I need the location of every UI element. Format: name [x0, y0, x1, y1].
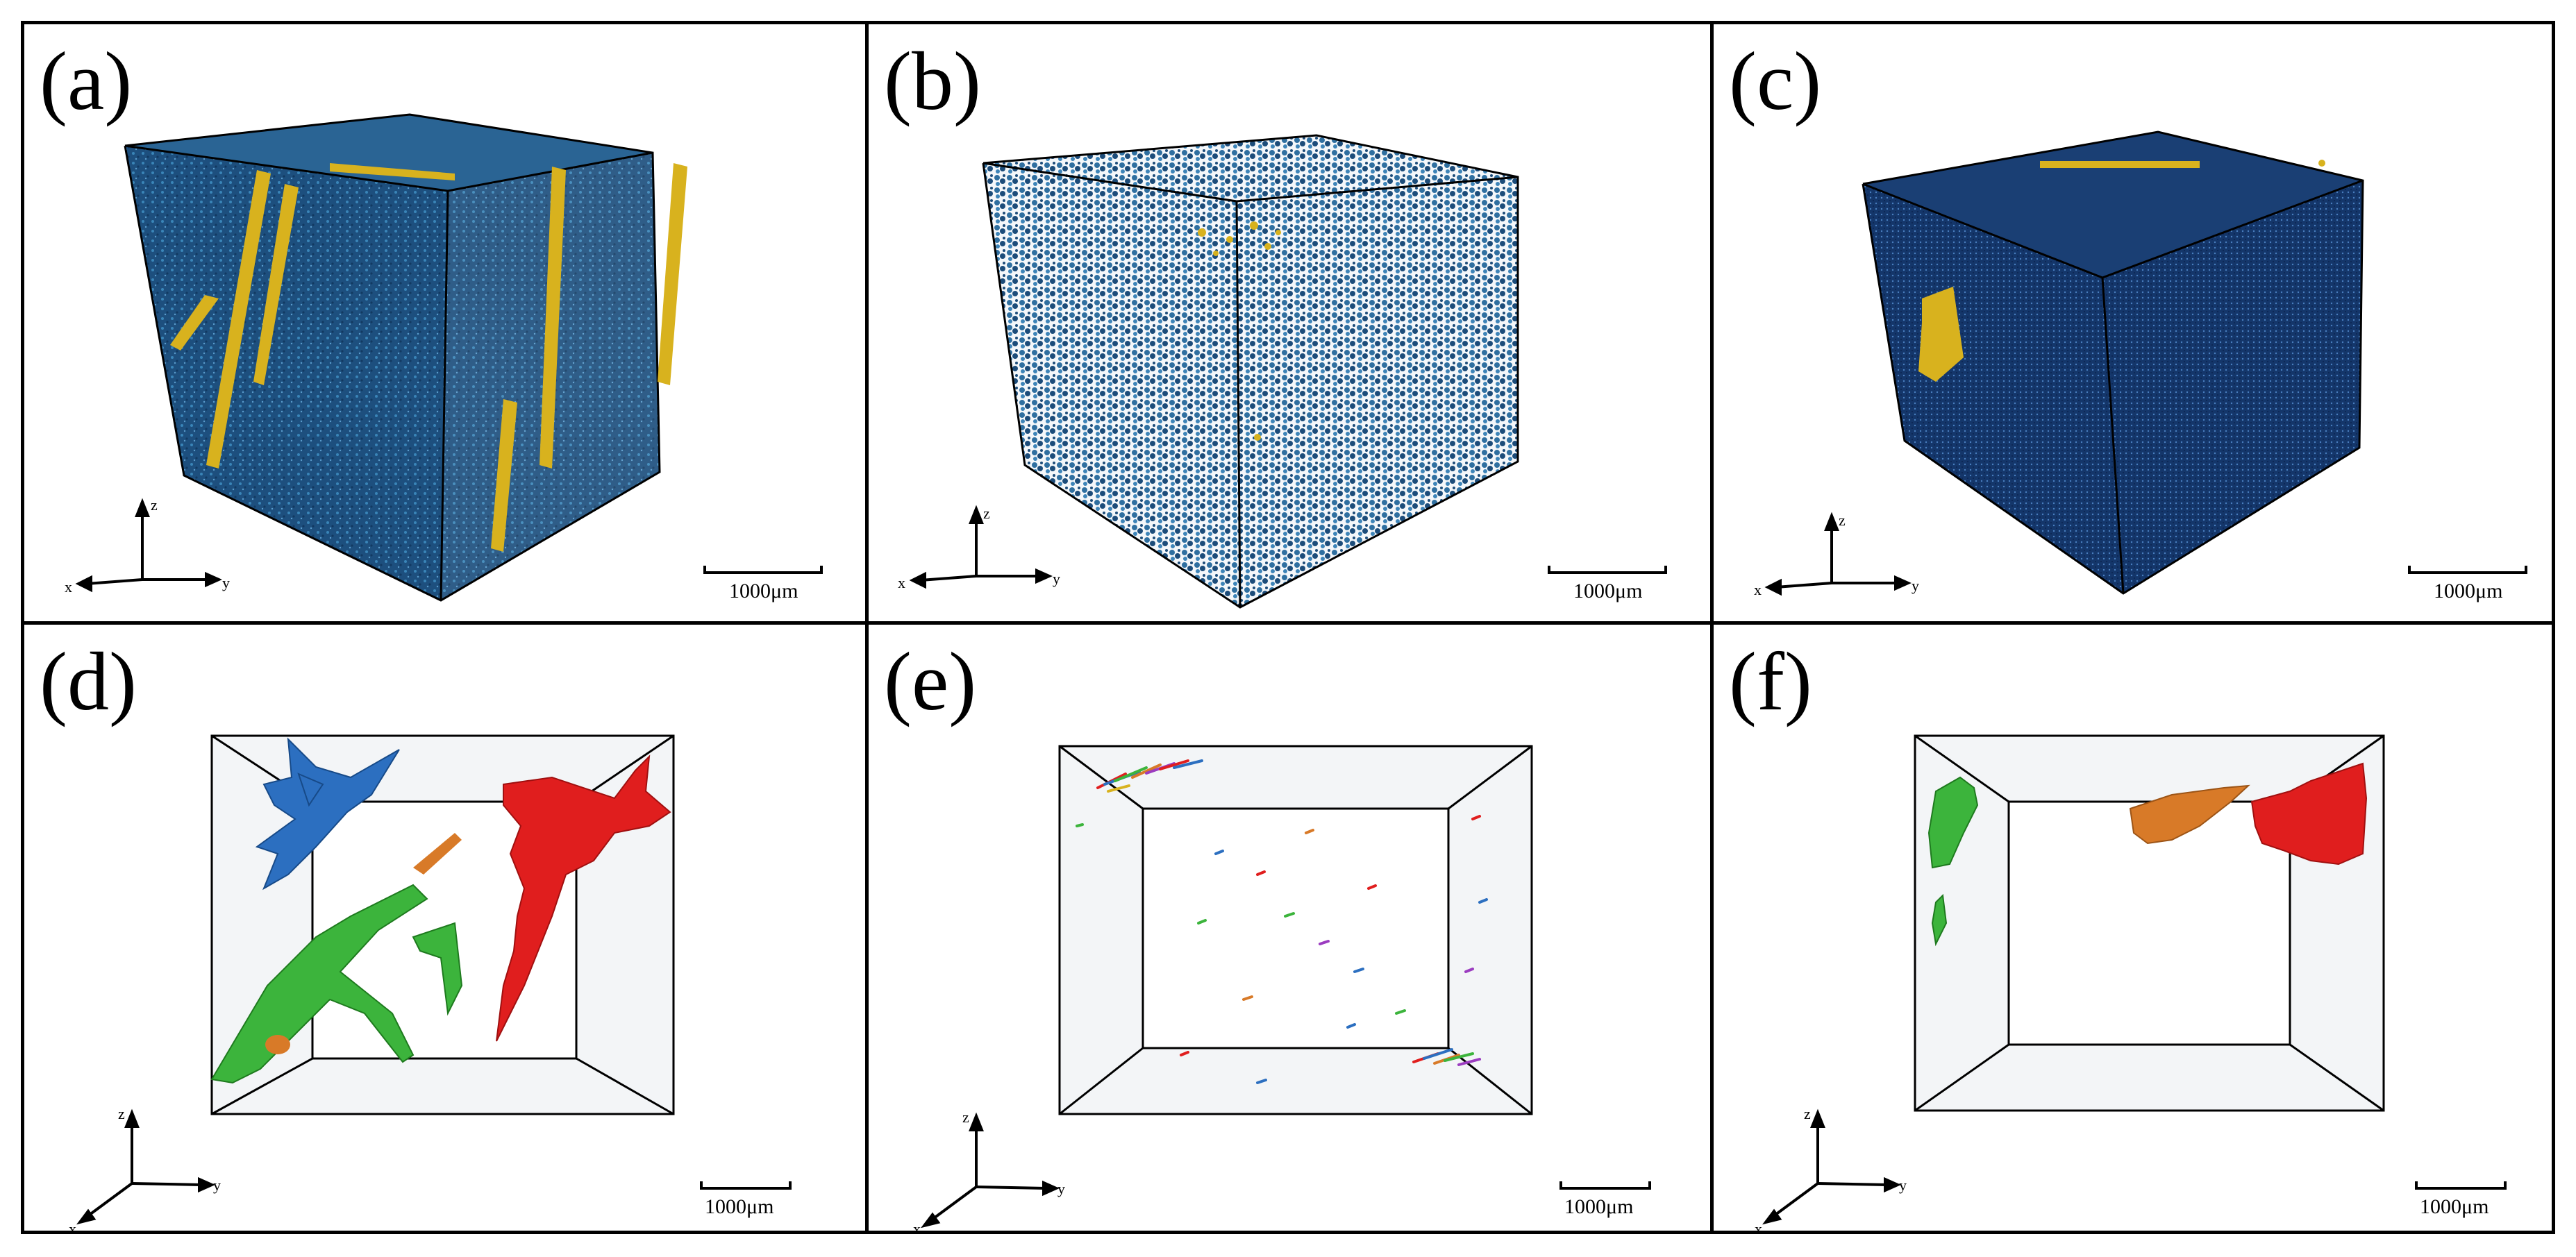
- cube-b-right-face: [1237, 177, 1518, 607]
- axis-z-label-b: z: [983, 505, 990, 522]
- grid-divider-horizontal: [24, 621, 2552, 625]
- axis-y-label-f: y: [1899, 1176, 1907, 1194]
- axis-y-label-a: y: [222, 574, 230, 591]
- axis-x-label-d: x: [69, 1220, 76, 1234]
- scale-bar-b: [1548, 566, 1667, 574]
- panel-c-overlay: z y x 1000μm: [1754, 512, 2527, 602]
- grid-divider-vertical-1: [865, 24, 869, 1231]
- crack-fragments-e: [1076, 759, 1488, 1084]
- panel-a: (a) z y x 1000μm: [24, 24, 865, 621]
- panel-e: (e) z y x 1000μm: [869, 625, 1710, 1234]
- panel-c: (c) z y x 1000μm: [1714, 24, 2555, 621]
- axis-y-label-b: y: [1053, 570, 1060, 587]
- axis-z-label-e: z: [962, 1108, 969, 1126]
- scale-bar-a: [703, 566, 823, 574]
- panel-label-b: (b): [884, 35, 981, 127]
- axis-triad-a: [75, 498, 222, 593]
- crack-orange-d: [265, 833, 462, 1054]
- axis-z-label-a: z: [151, 496, 158, 514]
- axis-y-label-e: y: [1057, 1180, 1065, 1197]
- axis-x-label-f: x: [1755, 1220, 1762, 1234]
- axis-z-label-c: z: [1839, 512, 1846, 529]
- scale-label-a: 1000μm: [729, 580, 798, 602]
- cube-a-top: [125, 115, 653, 191]
- axis-z-label-f: z: [1804, 1105, 1811, 1122]
- panel-label-c: (c): [1729, 35, 1822, 127]
- crack-green-f: [1927, 776, 1979, 947]
- panel-label-a: (a): [40, 35, 133, 127]
- grid-divider-vertical-2: [1710, 24, 1714, 1231]
- cube-c-top: [1863, 132, 2363, 278]
- panel-b-overlay: z y x 1000μm: [898, 505, 1667, 602]
- axis-triad-f: [1762, 1108, 1901, 1225]
- crack-red-d: [496, 754, 671, 1042]
- scale-bar-f: [2415, 1181, 2507, 1190]
- axis-x-label-b: x: [898, 574, 905, 591]
- panel-a-render: [124, 113, 687, 602]
- cube-b-top: [983, 135, 1518, 201]
- axis-y-label-d: y: [213, 1176, 221, 1194]
- axis-x-label-c: x: [1754, 581, 1762, 598]
- panel-e-render: [1058, 745, 1533, 1115]
- panel-b-render: [982, 134, 1519, 609]
- box-e: [1058, 745, 1533, 1115]
- axis-z-label-d: z: [118, 1105, 125, 1122]
- yellow-spots-b: [1198, 221, 1281, 441]
- panel-f: (f) z y x 1000μm: [1714, 625, 2555, 1234]
- scale-bar-d: [700, 1181, 792, 1190]
- axis-triad-e: [921, 1112, 1060, 1229]
- cube-c-right-face: [2102, 180, 2363, 593]
- cube-c-left-face: [1863, 184, 2123, 593]
- axis-x-label-e: x: [913, 1220, 921, 1234]
- scale-label-c: 1000μm: [2434, 580, 2502, 602]
- axis-x-label-a: x: [65, 578, 72, 596]
- figure-frame: (a) z y x 1000μm: [21, 21, 2555, 1234]
- cube-b-left-face: [983, 163, 1240, 607]
- scale-bar-c: [2408, 566, 2527, 574]
- scale-label-d: 1000μm: [705, 1195, 773, 1218]
- axis-y-label-c: y: [1912, 577, 1919, 594]
- panel-label-f: (f): [1729, 635, 1812, 727]
- panel-d-render: [210, 734, 675, 1115]
- axis-triad-c: [1764, 512, 1912, 596]
- panel-e-overlay: z y x 1000μm: [913, 1108, 1651, 1234]
- cube-a-left-face: [125, 146, 448, 600]
- scale-label-e: 1000μm: [1564, 1195, 1633, 1218]
- panel-d-overlay: z y x 1000μm: [69, 1105, 792, 1234]
- crack-blue-d: [255, 737, 400, 891]
- axis-triad-b: [909, 505, 1053, 589]
- panel-f-overlay: z y x 1000μm: [1755, 1105, 2507, 1234]
- scale-label-f: 1000μm: [2420, 1195, 2489, 1218]
- panel-f-render: [1914, 734, 2385, 1112]
- panel-label-d: (d): [40, 635, 137, 727]
- panel-d: (d) z y x 1000μm: [24, 625, 865, 1234]
- scale-label-b: 1000μm: [1573, 580, 1642, 602]
- scale-bar-e: [1559, 1181, 1651, 1190]
- crack-orange-f: [2129, 784, 2250, 845]
- yellow-cracks-a: [170, 163, 687, 552]
- panel-a-overlay: z y x 1000μm: [65, 496, 823, 602]
- crack-red-f: [2250, 762, 2368, 866]
- axis-triad-d: [76, 1108, 215, 1225]
- panel-b: (b) z y x 1000μm: [869, 24, 1710, 621]
- panel-label-e: (e): [884, 635, 977, 727]
- yellow-cracks-c: [1918, 160, 2325, 382]
- panel-c-render: [1862, 130, 2364, 595]
